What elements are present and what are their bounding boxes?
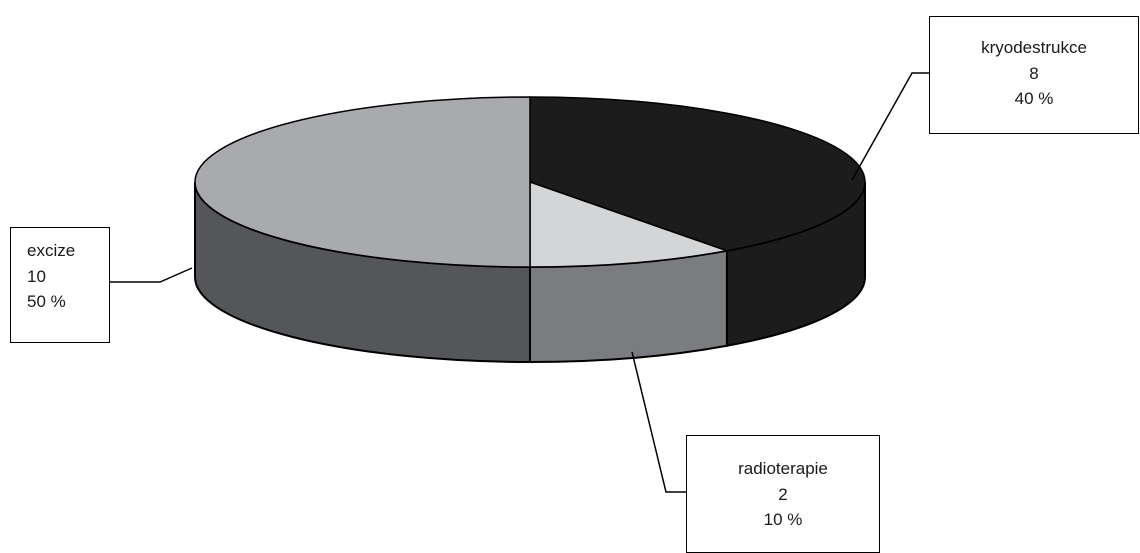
callout-percent-excize: 50 % — [27, 292, 66, 311]
side-radioterapie — [529, 249, 728, 364]
leader-kryodestrukce — [851, 72, 929, 181]
callout-label-radioterapie: radioterapie — [738, 459, 828, 478]
callout-value-radioterapie: 2 — [778, 484, 788, 504]
callout-excize: excize 10 50 % — [10, 227, 110, 343]
slice-kryodestrukce — [529, 96, 866, 252]
slice-radioterapie — [529, 180, 730, 268]
slice-excize — [194, 96, 531, 268]
callout-radioterapie: radioterapie 2 10 % — [686, 435, 880, 553]
callout-label-excize: excize — [27, 241, 76, 260]
callout-kryodestrukce: kryodestrukce 8 40 % — [929, 16, 1139, 134]
pie-sides — [194, 181, 866, 364]
leader-excize — [110, 267, 193, 283]
callout-label-kryodestrukce: kryodestrukce — [981, 38, 1087, 57]
callout-leaders — [110, 72, 929, 493]
callout-percent-kryodestrukce: 40 % — [1014, 89, 1054, 108]
callout-value-kryodestrukce: 8 — [1029, 63, 1039, 83]
leader-radioterapie — [631, 351, 686, 493]
callout-percent-radioterapie: 10 % — [763, 510, 803, 529]
pie-tops — [194, 96, 866, 268]
callout-value-excize: 10 — [27, 266, 46, 286]
